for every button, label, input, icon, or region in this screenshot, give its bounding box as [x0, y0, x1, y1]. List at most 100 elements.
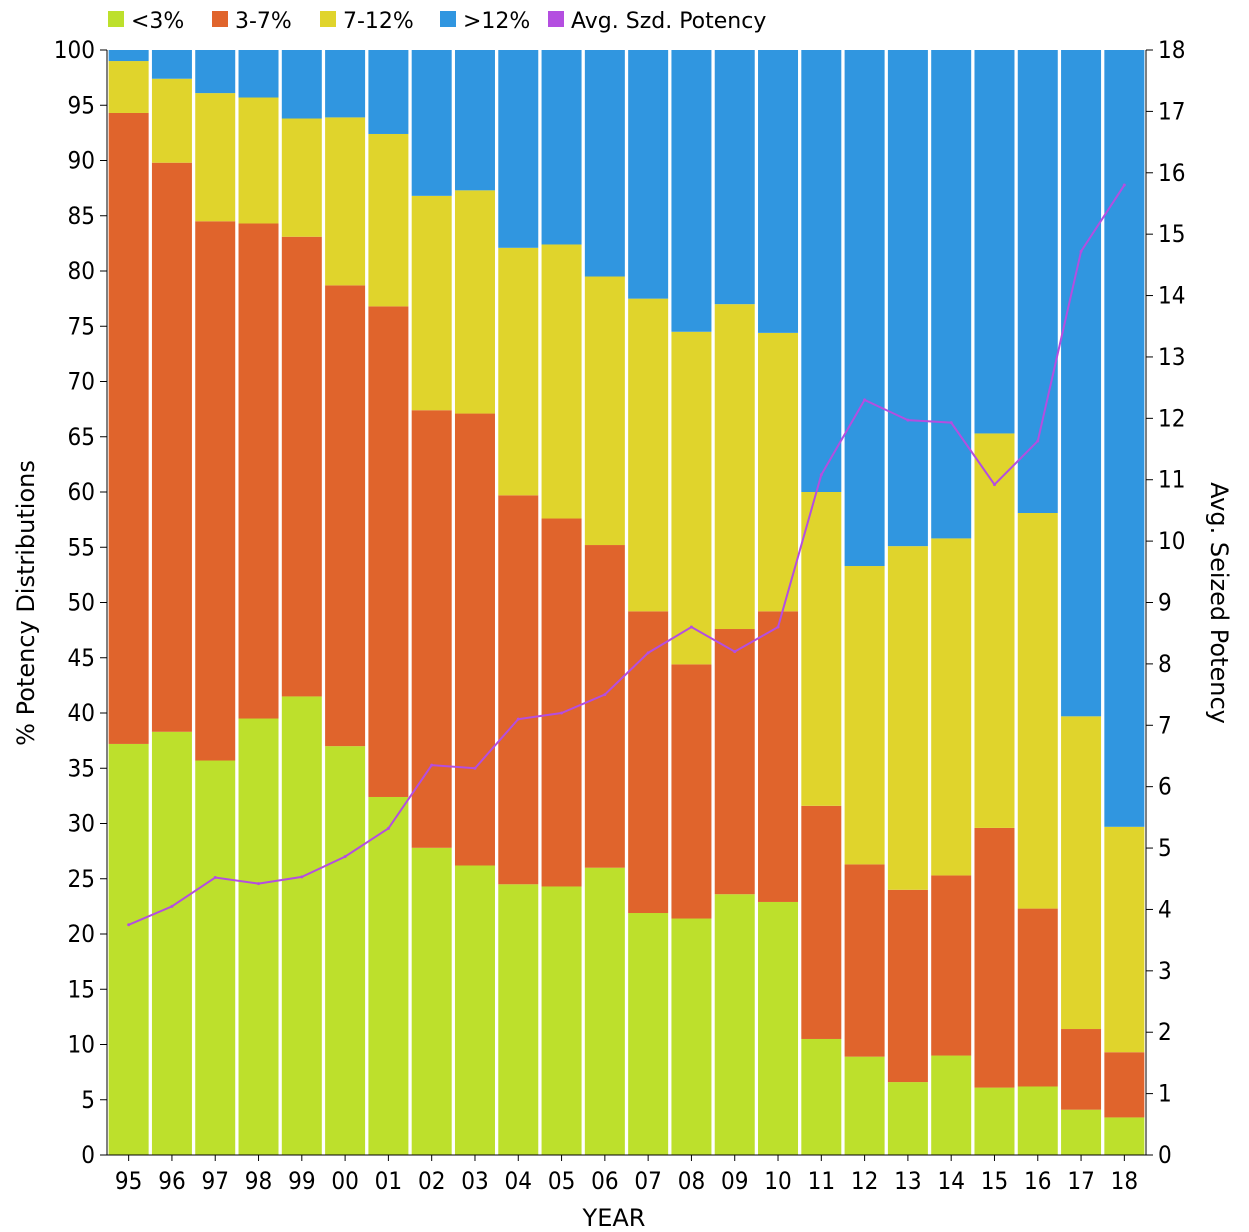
x-tick-label: 13: [894, 1167, 921, 1195]
bar-08-series-2: [671, 331, 712, 665]
bar-06-series-1: [584, 545, 625, 868]
bar-05-series-3: [541, 50, 582, 245]
x-tick-label: 99: [288, 1167, 315, 1195]
avg-potency-point-11: [819, 473, 823, 477]
avg-potency-point-07: [646, 651, 650, 655]
avg-potency-point-02: [430, 763, 434, 767]
bar-05-series-0: [541, 886, 582, 1155]
bar-13-series-0: [887, 1082, 928, 1155]
bar-95-series-1: [108, 112, 149, 744]
ticks-layer: 0510152025303540455055606570758085909510…: [54, 36, 1186, 1195]
bar-98-series-0: [238, 718, 279, 1155]
legend-label: 3-7%: [235, 9, 292, 34]
y-tick-label: 0: [81, 1141, 95, 1169]
y-tick-label: 15: [68, 975, 95, 1003]
y-tick-label: 70: [68, 368, 95, 396]
bar-03-series-0: [454, 865, 495, 1155]
bar-01-series-1: [368, 306, 409, 797]
bar-18-series-0: [1104, 1117, 1145, 1155]
x-tick-label: 96: [158, 1167, 185, 1195]
bar-02-series-2: [411, 195, 452, 411]
y-tick-label: 75: [68, 312, 95, 340]
bar-09-series-3: [714, 50, 755, 305]
y2-tick-label: 0: [1158, 1141, 1172, 1169]
bar-96-series-3: [151, 50, 192, 79]
y2-tick-label: 13: [1158, 343, 1185, 371]
bar-02-series-3: [411, 50, 452, 196]
bar-09-series-1: [714, 629, 755, 895]
bar-02-series-0: [411, 847, 452, 1155]
legend-label: Avg. Szd. Potency: [571, 9, 766, 34]
y-tick-label: 85: [68, 202, 95, 230]
bar-18-series-3: [1104, 50, 1145, 827]
y-tick-label: 90: [68, 147, 95, 175]
y-tick-label: 95: [68, 91, 95, 119]
avg-potency-line: [128, 184, 1126, 926]
x-tick-label: 10: [764, 1167, 791, 1195]
bar-16-series-1: [1017, 908, 1058, 1087]
bar-03-series-2: [454, 190, 495, 414]
bar-99-series-3: [281, 50, 322, 119]
bar-11-series-0: [801, 1038, 842, 1155]
avg-potency-point-04: [516, 717, 520, 721]
y2-tick-label: 12: [1158, 404, 1185, 432]
y2-tick-label: 11: [1158, 466, 1185, 494]
bar-11-series-2: [801, 492, 842, 806]
bar-15-series-2: [974, 433, 1015, 828]
bar-02-series-1: [411, 410, 452, 848]
avg-potency-point-00: [343, 855, 347, 859]
legend-swatch-icon: [108, 11, 124, 27]
bar-04-series-0: [498, 884, 539, 1155]
y2-tick-label: 16: [1158, 159, 1185, 187]
y-tick-label: 55: [68, 533, 95, 561]
y-tick-label: 10: [68, 1031, 95, 1059]
bar-10-series-3: [758, 50, 799, 333]
bar-07-series-3: [628, 50, 669, 299]
avg-potency-point-17: [1079, 249, 1083, 253]
avg-potency-point-13: [906, 418, 910, 422]
legend-label: >12%: [463, 9, 530, 34]
avg-potency-point-98: [257, 882, 261, 886]
bar-14-series-2: [931, 538, 972, 876]
bar-99-series-2: [281, 118, 322, 237]
x-tick-label: 03: [461, 1167, 488, 1195]
x-tick-label: 14: [937, 1167, 964, 1195]
x-tick-label: 06: [591, 1167, 618, 1195]
bar-99-series-0: [281, 696, 322, 1155]
y2-tick-label: 7: [1158, 711, 1172, 739]
bar-97-series-1: [195, 221, 236, 761]
avg-potency-point-06: [603, 693, 607, 697]
bar-98-series-3: [238, 50, 279, 98]
bar-95-series-3: [108, 50, 149, 62]
bar-13-series-3: [887, 50, 928, 547]
avg-potency-point-96: [170, 904, 174, 908]
y-tick-label: 50: [68, 589, 95, 617]
y-tick-label: 80: [68, 257, 95, 285]
bar-95-series-0: [108, 743, 149, 1155]
bar-97-series-3: [195, 50, 236, 94]
bar-00-series-2: [325, 117, 366, 286]
y2-tick-label: 9: [1158, 589, 1172, 617]
bar-06-series-3: [584, 50, 625, 277]
avg-potency-point-15: [992, 483, 996, 487]
y-tick-label: 5: [81, 1086, 95, 1114]
avg-potency-point-03: [473, 766, 477, 770]
bar-18-series-2: [1104, 826, 1145, 1053]
y-tick-label: 40: [68, 699, 95, 727]
y2-tick-label: 6: [1158, 773, 1172, 801]
avg-potency-point-18: [1122, 183, 1126, 187]
avg-potency-point-09: [733, 650, 737, 654]
x-tick-label: 02: [418, 1167, 445, 1195]
legend-swatch-icon: [440, 11, 456, 27]
bar-01-series-3: [368, 50, 409, 134]
legend-label: 7-12%: [343, 9, 414, 34]
bar-04-series-3: [498, 50, 539, 248]
avg-potency-point-95: [127, 923, 131, 927]
y2-tick-label: 17: [1158, 97, 1185, 125]
bar-05-series-1: [541, 518, 582, 887]
y2-tick-label: 18: [1158, 36, 1185, 64]
bar-08-series-3: [671, 50, 712, 332]
x-tick-label: 15: [981, 1167, 1008, 1195]
bar-98-series-2: [238, 97, 279, 224]
